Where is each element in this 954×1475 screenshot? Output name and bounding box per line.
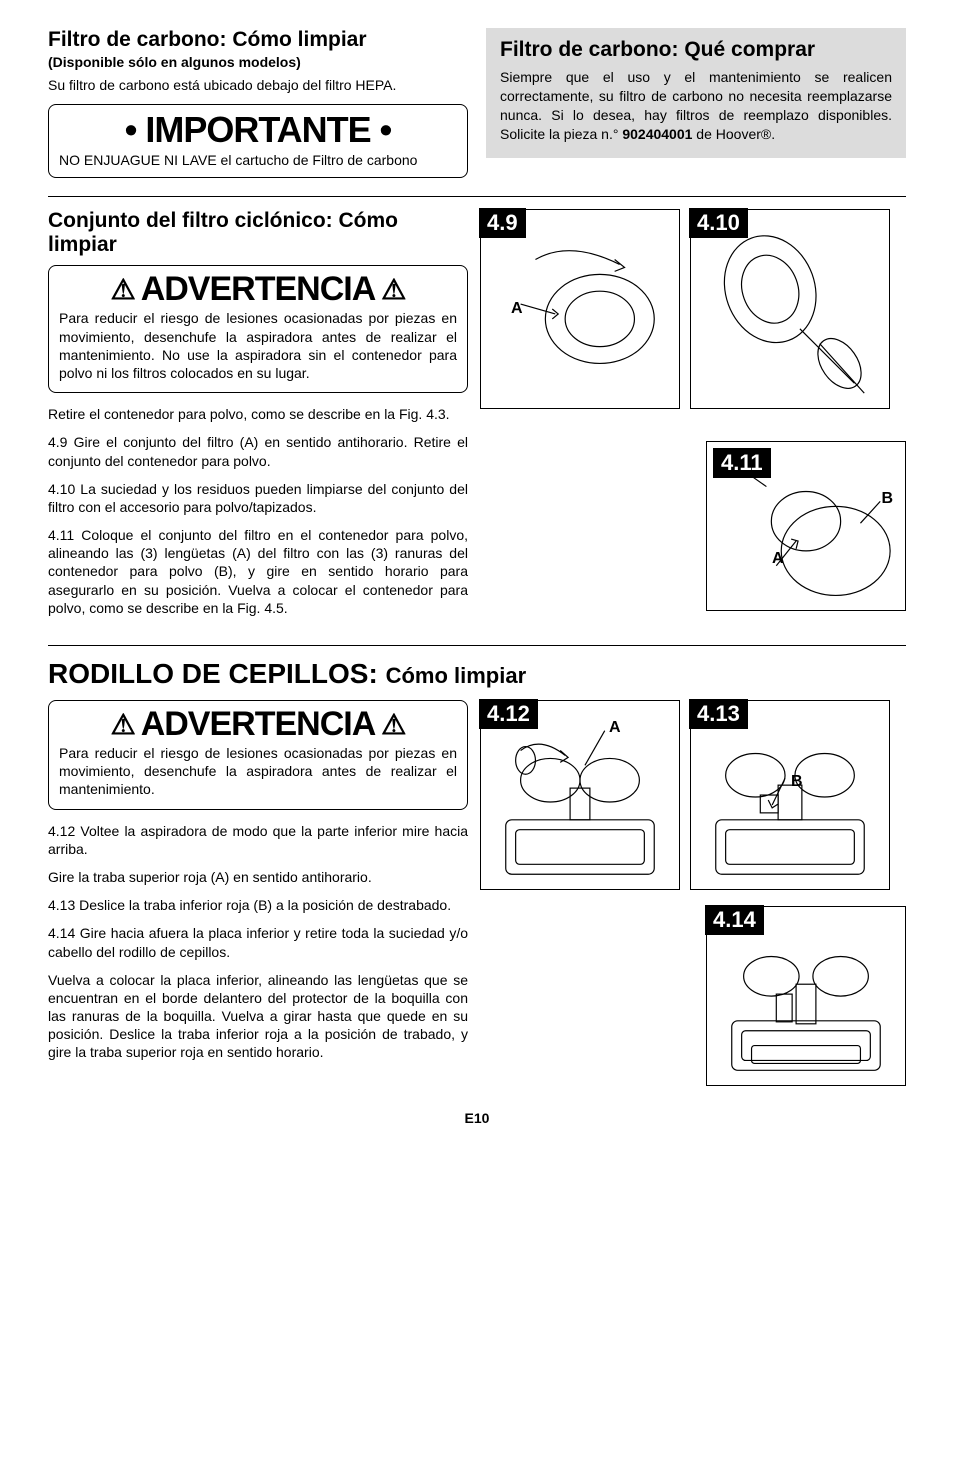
advertencia-box-1: ⚠ ADVERTENCIA ⚠ Para reducir el riesgo d…: [48, 265, 468, 393]
warning-icon: ⚠: [381, 276, 405, 304]
advertencia-label-2: ADVERTENCIA: [141, 705, 376, 744]
rodillo-title-sub: Cómo limpiar: [386, 663, 527, 688]
rodillo-title-main: RODILLO DE CEPILLOS:: [48, 658, 378, 689]
fig-4-9-letter-a: A: [511, 300, 523, 318]
advertencia-body-1: Para reducir el riesgo de lesiones ocasi…: [59, 309, 457, 382]
fig-4-12-sketch: [481, 701, 679, 889]
carbono-comprar-col: Filtro de carbono: Qué comprar Siempre q…: [486, 28, 906, 178]
rodillo-p2: Gire la traba superior roja (A) en senti…: [48, 868, 468, 886]
fig-4-10-label: 4.10: [689, 208, 748, 238]
carbono-comprar-box: Filtro de carbono: Qué comprar Siempre q…: [486, 28, 906, 158]
fig-4-11-letter-a: A: [772, 550, 784, 568]
comprar-partno: 902404001: [622, 126, 692, 142]
rodillo-p4: 4.14 Gire hacia afuera la placa inferior…: [48, 924, 468, 960]
importante-box: • IMPORTANTE • NO ENJUAGUE NI LAVE el ca…: [48, 104, 468, 178]
rodillo-p1: 4.12 Voltee la aspiradora de modo que la…: [48, 822, 468, 858]
divider-1: [48, 196, 906, 197]
fig-4-10-sketch: [691, 210, 889, 408]
advertencia-body-2: Para reducir el riesgo de lesiones ocasi…: [59, 744, 457, 799]
carbono-limpiar-subtitle: (Disponible sólo en algunos modelos): [48, 54, 468, 70]
carbono-limpiar-body: Su filtro de carbono está ubicado debajo…: [48, 76, 468, 94]
advertencia-title-2: ⚠ ADVERTENCIA ⚠: [59, 705, 457, 744]
ciclonico-title: Conjunto del filtro ciclónico: Cómo limp…: [48, 209, 468, 257]
ciclonico-text: Conjunto del filtro ciclónico: Cómo limp…: [48, 209, 468, 627]
comprar-post: de Hoover®.: [692, 126, 775, 142]
fig-4-11: 4.11 A B: [706, 441, 906, 611]
advertencia-label-1: ADVERTENCIA: [141, 270, 376, 309]
fig-4-10: 4.10: [690, 209, 890, 409]
fig-4-9: 4.9 A: [480, 209, 680, 409]
fig-4-14-label: 4.14: [705, 905, 764, 935]
carbono-limpiar-col: Filtro de carbono: Cómo limpiar (Disponi…: [48, 28, 468, 178]
importante-body: NO ENJUAGUE NI LAVE el cartucho de Filtr…: [59, 151, 457, 169]
warning-icon: ⚠: [111, 276, 135, 304]
fig-4-13-sketch: [691, 701, 889, 889]
divider-2: [48, 645, 906, 646]
rodillo-row: ⚠ ADVERTENCIA ⚠ Para reducir el riesgo d…: [48, 700, 906, 1086]
rodillo-p5: Vuelva a colocar la placa inferior, alin…: [48, 971, 468, 1062]
carbono-comprar-body: Siempre que el uso y el mantenimiento se…: [500, 68, 892, 144]
ciclonico-p2: 4.9 Gire el conjunto del filtro (A) en s…: [48, 433, 468, 469]
ciclonico-p1: Retire el contenedor para polvo, como se…: [48, 405, 468, 423]
fig-4-11-letter-b: B: [881, 490, 893, 508]
ciclonico-p3: 4.10 La suciedad y los residuos pueden l…: [48, 480, 468, 516]
fig-4-13-label: 4.13: [689, 699, 748, 729]
rodillo-p3: 4.13 Deslice la traba inferior roja (B) …: [48, 896, 468, 914]
importante-title: • IMPORTANTE •: [59, 109, 457, 151]
carbono-limpiar-title: Filtro de carbono: Cómo limpiar: [48, 28, 468, 52]
rodillo-text: ⚠ ADVERTENCIA ⚠ Para reducir el riesgo d…: [48, 700, 468, 1086]
carbono-comprar-title: Filtro de carbono: Qué comprar: [500, 38, 892, 62]
fig-4-12: 4.12 A: [480, 700, 680, 890]
page-number: E10: [48, 1110, 906, 1126]
fig-4-9-label: 4.9: [479, 208, 526, 238]
fig-4-11-label: 4.11: [713, 448, 771, 478]
rodillo-heading: RODILLO DE CEPILLOS: Cómo limpiar: [48, 658, 906, 690]
ciclonico-p4: 4.11 Coloque el conjunto del filtro en e…: [48, 526, 468, 617]
advertencia-box-2: ⚠ ADVERTENCIA ⚠ Para reducir el riesgo d…: [48, 700, 468, 810]
fig-4-13: 4.13 B: [690, 700, 890, 890]
rodillo-figs: 4.12 A 4.13 B: [480, 700, 906, 1086]
warning-icon: ⚠: [111, 711, 135, 739]
fig-4-12-label: 4.12: [479, 699, 538, 729]
fig-4-12-letter-a: A: [609, 719, 621, 737]
advertencia-title-1: ⚠ ADVERTENCIA ⚠: [59, 270, 457, 309]
ciclonico-row: Conjunto del filtro ciclónico: Cómo limp…: [48, 209, 906, 627]
fig-4-14: 4.14: [706, 906, 906, 1086]
top-row: Filtro de carbono: Cómo limpiar (Disponi…: [48, 28, 906, 178]
fig-4-13-letter-b: B: [791, 773, 803, 791]
ciclonico-figs: 4.9 A 4.10: [480, 209, 906, 627]
warning-icon: ⚠: [381, 711, 405, 739]
